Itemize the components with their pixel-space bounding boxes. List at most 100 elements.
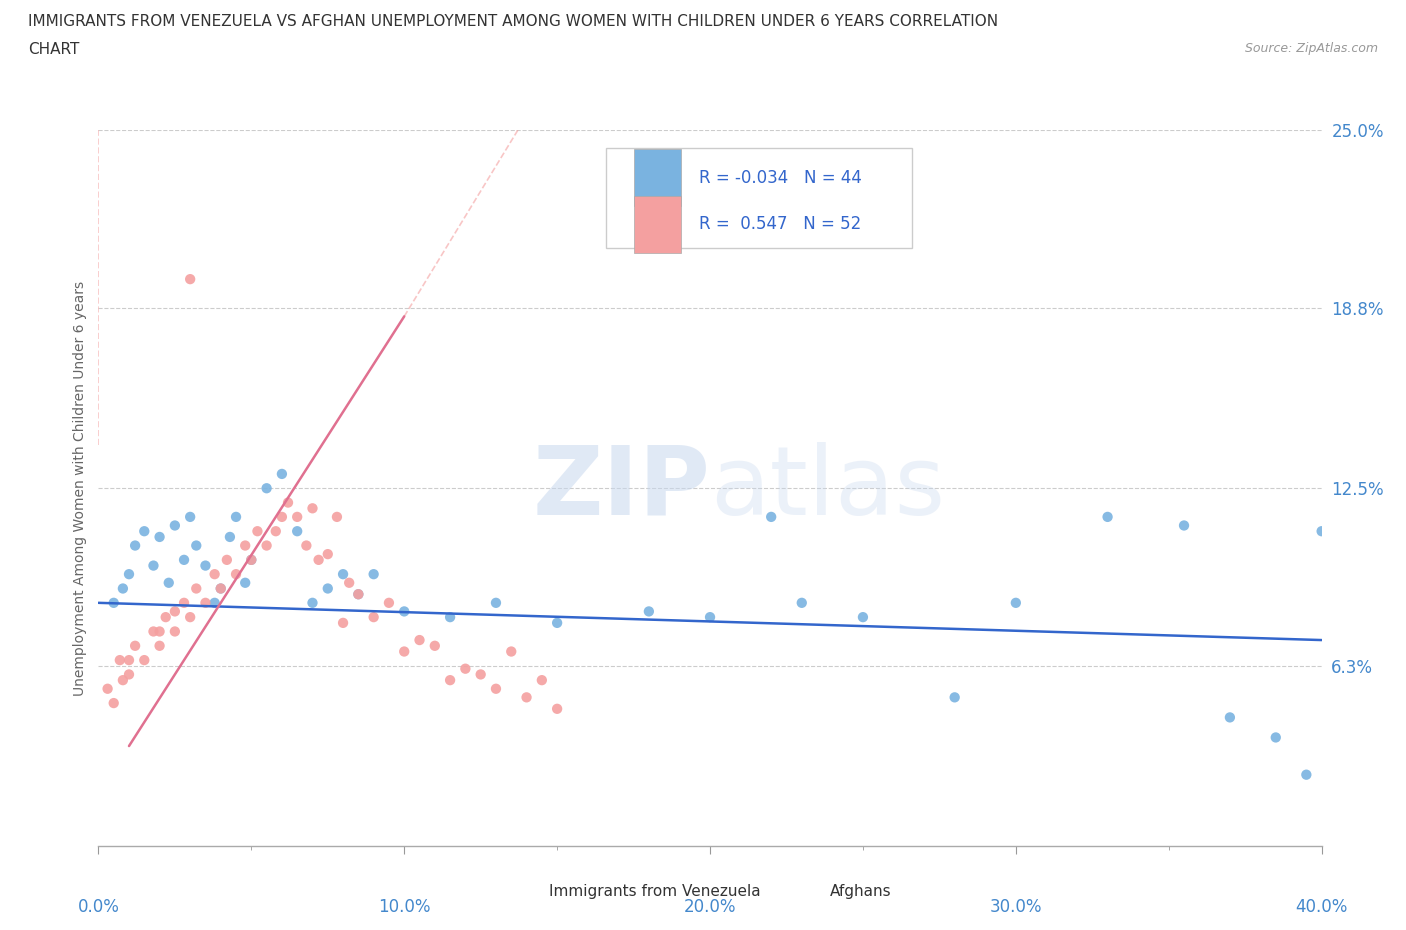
Point xyxy=(118,653,141,668)
Point xyxy=(155,610,177,625)
Point xyxy=(240,552,263,567)
Point xyxy=(270,510,294,525)
Text: 30.0%: 30.0% xyxy=(990,897,1042,916)
Point xyxy=(186,538,208,553)
Point xyxy=(1097,510,1119,525)
Point xyxy=(225,510,247,525)
Text: 40.0%: 40.0% xyxy=(1295,897,1348,916)
Point xyxy=(546,616,568,631)
Point xyxy=(301,595,323,610)
Point xyxy=(326,510,349,525)
Point xyxy=(332,566,354,581)
Point xyxy=(1219,710,1241,724)
Text: Source: ZipAtlas.com: Source: ZipAtlas.com xyxy=(1244,42,1378,55)
Point xyxy=(347,587,370,602)
Point xyxy=(97,682,120,697)
Point xyxy=(392,604,416,618)
Point xyxy=(194,558,217,573)
Point xyxy=(316,547,339,562)
Point xyxy=(149,529,172,544)
FancyBboxPatch shape xyxy=(634,195,681,253)
Text: IMMIGRANTS FROM VENEZUELA VS AFGHAN UNEMPLOYMENT AMONG WOMEN WITH CHILDREN UNDER: IMMIGRANTS FROM VENEZUELA VS AFGHAN UNEM… xyxy=(28,14,998,29)
Point xyxy=(943,690,966,705)
Point xyxy=(439,672,461,687)
Point xyxy=(179,272,201,286)
Point xyxy=(1310,524,1333,538)
Point xyxy=(363,610,385,625)
Point xyxy=(530,672,553,687)
Point xyxy=(1264,730,1286,745)
Point xyxy=(316,581,339,596)
Point xyxy=(163,518,186,533)
FancyBboxPatch shape xyxy=(606,148,912,248)
Point xyxy=(1295,767,1317,782)
Text: 20.0%: 20.0% xyxy=(683,897,737,916)
Point xyxy=(103,595,125,610)
FancyBboxPatch shape xyxy=(796,889,818,907)
Point xyxy=(173,595,195,610)
Point xyxy=(163,624,186,639)
Point xyxy=(179,510,201,525)
Point xyxy=(516,690,538,705)
Point xyxy=(546,701,568,716)
Point xyxy=(1004,595,1026,610)
Point xyxy=(852,610,875,625)
Point xyxy=(209,581,232,596)
Point xyxy=(204,566,226,581)
Point xyxy=(454,661,477,676)
Point xyxy=(246,524,269,538)
Point xyxy=(173,552,195,567)
Point xyxy=(209,581,232,596)
Text: 10.0%: 10.0% xyxy=(378,897,430,916)
FancyBboxPatch shape xyxy=(515,889,536,907)
Point xyxy=(1173,518,1195,533)
Point xyxy=(225,566,247,581)
Point xyxy=(264,524,287,538)
Point xyxy=(308,552,330,567)
Point xyxy=(761,510,783,525)
Point xyxy=(111,672,134,687)
Point xyxy=(118,566,141,581)
Point xyxy=(485,682,508,697)
Point xyxy=(637,604,661,618)
Point xyxy=(108,653,131,668)
Point xyxy=(179,610,201,625)
Point xyxy=(233,576,256,591)
Point xyxy=(204,595,226,610)
Point xyxy=(219,529,242,544)
Point xyxy=(124,638,146,653)
Point xyxy=(194,595,217,610)
Point xyxy=(337,576,360,591)
Point xyxy=(142,558,165,573)
Point xyxy=(134,653,156,668)
Point xyxy=(134,524,156,538)
Point xyxy=(363,566,385,581)
Point xyxy=(111,581,134,596)
Point xyxy=(485,595,508,610)
Point xyxy=(790,595,813,610)
Point xyxy=(699,610,721,625)
Point xyxy=(295,538,318,553)
Point xyxy=(347,587,370,602)
Point xyxy=(149,624,172,639)
Point xyxy=(186,581,208,596)
Point xyxy=(157,576,180,591)
Point xyxy=(103,696,125,711)
Text: 0.0%: 0.0% xyxy=(77,897,120,916)
Point xyxy=(408,632,430,647)
Point xyxy=(142,624,165,639)
Text: R = -0.034   N = 44: R = -0.034 N = 44 xyxy=(699,168,862,187)
Point xyxy=(215,552,238,567)
Point xyxy=(439,610,461,625)
Point xyxy=(149,638,172,653)
Text: Immigrants from Venezuela: Immigrants from Venezuela xyxy=(548,884,761,899)
Text: ZIP: ZIP xyxy=(531,442,710,535)
Point xyxy=(163,604,186,618)
Point xyxy=(270,467,294,482)
Text: CHART: CHART xyxy=(28,42,80,57)
Point xyxy=(256,481,278,496)
Point xyxy=(332,616,354,631)
Point xyxy=(277,495,299,510)
Point xyxy=(124,538,146,553)
Point xyxy=(378,595,401,610)
